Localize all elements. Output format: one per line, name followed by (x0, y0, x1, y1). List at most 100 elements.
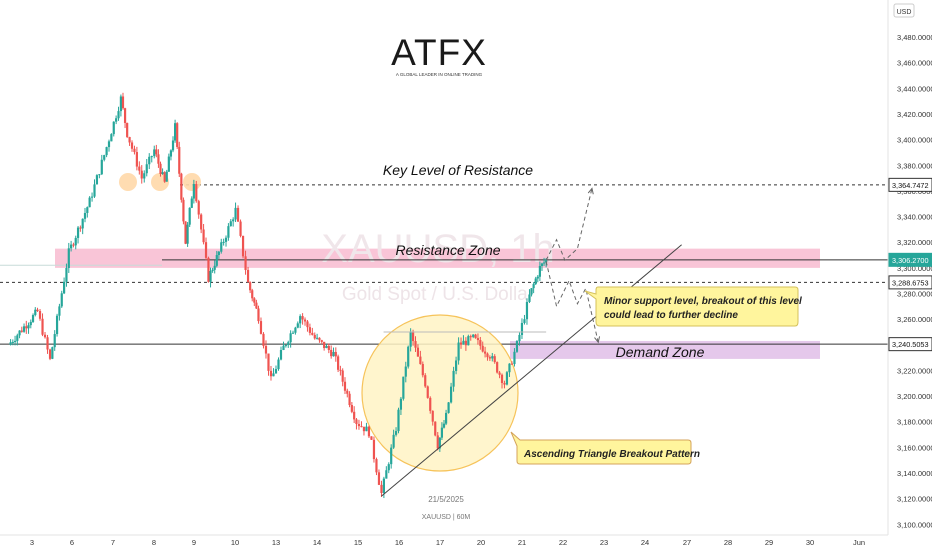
candle-body (498, 372, 501, 375)
price-tick-label: 3,160.0000 (897, 443, 932, 452)
candle-body (316, 337, 319, 339)
time-tick-label: 28 (724, 538, 732, 547)
candle-body (81, 218, 84, 229)
candle-body (204, 242, 208, 258)
candle-body (308, 327, 311, 333)
candle-body (155, 149, 158, 155)
pattern-callout[interactable]: Ascending Triangle Breakout Pattern (510, 431, 700, 465)
candle-body (232, 219, 235, 222)
candle-body (320, 340, 323, 342)
candle-body (392, 434, 395, 448)
price-tick-label: 3,440.0000 (897, 84, 932, 93)
candle-body (213, 265, 216, 270)
candle-body (163, 172, 166, 182)
candle-body (330, 349, 333, 357)
candle-body (272, 373, 275, 377)
price-tag (888, 177, 932, 192)
candle-body (53, 334, 56, 348)
candle-body (282, 345, 285, 351)
candle-body (311, 332, 314, 335)
time-axis[interactable]: 3 6 7 8 9 10 13 14 15 16 17 20 21 22 23 24 27 28 29 30 Jun (30, 538, 865, 547)
candle-body (234, 207, 237, 220)
candle-body (515, 341, 519, 352)
watermark-symbol: XAUUSD, 1h (321, 227, 554, 271)
price-tag-label: 3,288.6753 (892, 278, 929, 287)
candle-body (488, 357, 491, 359)
candle-body (464, 340, 467, 346)
candle-body (262, 333, 265, 346)
price-tick-label: 3,320.0000 (897, 238, 932, 247)
candle-body (355, 419, 358, 424)
price-tick-label: 3,400.0000 (897, 136, 932, 145)
minor-support-callout[interactable]: Minor support level, breakout of this le… (584, 286, 802, 327)
candle-body (353, 411, 356, 420)
resistance-zone-label: Resistance Zone (395, 242, 500, 258)
candle-body (18, 330, 21, 336)
candle-body (299, 316, 302, 324)
logo-text: ATFX (391, 32, 487, 73)
candle-body (117, 111, 120, 119)
time-tick-label: 3 (30, 538, 34, 547)
candle-body (538, 265, 541, 277)
candle-body (67, 248, 70, 269)
candle-body (121, 96, 125, 109)
candle-body (215, 255, 218, 266)
candle-body (70, 244, 73, 249)
candle-body (387, 464, 390, 471)
price-tag (888, 252, 932, 267)
candle-body (36, 309, 39, 312)
candle-body (540, 263, 544, 266)
time-tick-label: 7 (111, 538, 115, 547)
candle-body (459, 342, 463, 345)
candle-body (169, 150, 173, 157)
price-tick-label: 3,220.0000 (897, 366, 932, 375)
time-tick-label: 16 (395, 538, 403, 547)
candle-body (43, 334, 47, 338)
candle-body (16, 335, 19, 341)
candle-body (513, 351, 516, 365)
candle-body (382, 478, 385, 493)
time-tick-label: 22 (559, 538, 567, 547)
candle-body (140, 170, 143, 179)
candle-body (246, 270, 250, 283)
candle-body (255, 302, 258, 309)
projection-up (545, 188, 593, 262)
candle-body (65, 268, 68, 282)
candle-body (436, 435, 439, 449)
time-tick-label: 10 (231, 538, 239, 547)
candle-body (249, 282, 252, 291)
candle-body (431, 410, 434, 422)
candle-body (130, 142, 134, 149)
arrow-head (594, 336, 601, 344)
candle-body (339, 369, 342, 371)
candle-body (438, 437, 441, 449)
time-tick-label: 8 (152, 538, 156, 547)
candle-body (380, 484, 383, 493)
candle-body (186, 224, 189, 244)
candle-body (9, 342, 12, 345)
candle-body (72, 244, 75, 246)
currency-box[interactable] (893, 3, 915, 18)
candle-body (452, 370, 455, 387)
candle-body (264, 345, 268, 354)
candle-body (86, 207, 89, 213)
candle-body (48, 349, 52, 359)
candle-body (296, 323, 299, 328)
candle-body (253, 298, 256, 303)
candle-body (173, 123, 177, 141)
candle-body (545, 259, 548, 263)
candle-body (150, 156, 153, 158)
candle-body (11, 341, 14, 343)
candle-body (419, 356, 422, 365)
candle-body (133, 148, 136, 153)
candle-body (171, 140, 175, 151)
candle-body (534, 278, 537, 285)
candle-body (34, 309, 37, 316)
candle-body (337, 356, 340, 370)
candle-body (93, 184, 96, 197)
candle-body (357, 423, 361, 427)
candle-body (409, 331, 412, 347)
candle-body (542, 262, 546, 264)
time-tick-label: 24 (641, 538, 649, 547)
